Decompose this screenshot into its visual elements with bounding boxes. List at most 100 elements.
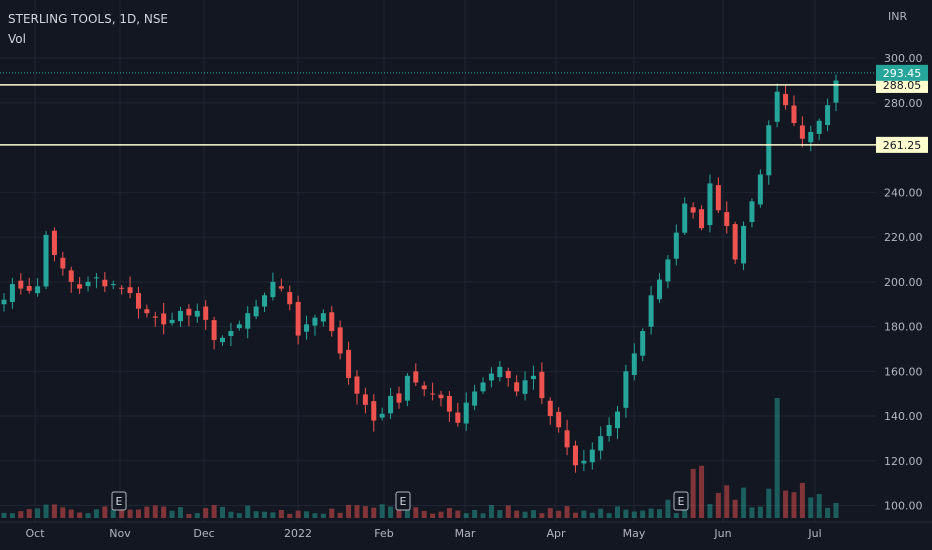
candle-body[interactable] (43, 234, 49, 287)
candle-body[interactable] (833, 80, 839, 103)
candle-body[interactable] (766, 125, 772, 176)
candle-body[interactable] (598, 436, 604, 451)
candle-body[interactable] (362, 394, 368, 405)
candle-body[interactable] (194, 310, 200, 317)
candle-body[interactable] (337, 327, 343, 354)
candle-body[interactable] (631, 353, 637, 376)
candle-body[interactable] (51, 230, 57, 256)
candle-body[interactable] (472, 391, 478, 406)
candle-body[interactable] (161, 313, 167, 325)
candle-body[interactable] (379, 413, 385, 418)
candle-body[interactable] (715, 185, 721, 211)
candle-body[interactable] (211, 320, 217, 341)
candle-body[interactable] (682, 203, 688, 233)
candle-body[interactable] (220, 337, 226, 343)
candle-body[interactable] (480, 382, 486, 392)
candle-body[interactable] (304, 324, 310, 332)
candle-body[interactable] (396, 393, 402, 403)
candle-body[interactable] (547, 400, 553, 417)
candle-body[interactable] (799, 125, 805, 139)
candle-body[interactable] (413, 371, 419, 383)
candle-body[interactable] (825, 105, 831, 126)
earnings-marker[interactable] (111, 491, 127, 511)
candle-body[interactable] (783, 93, 789, 106)
candle-body[interactable] (312, 317, 318, 326)
candle-body[interactable] (287, 292, 293, 305)
candle-body[interactable] (581, 460, 587, 464)
candle-body[interactable] (673, 232, 679, 259)
candle-body[interactable] (488, 373, 494, 381)
candle-body[interactable] (152, 316, 158, 318)
candle-body[interactable] (77, 284, 83, 289)
candle-body[interactable] (236, 324, 242, 329)
candle-body[interactable] (757, 174, 763, 205)
candle-body[interactable] (85, 281, 91, 287)
candle-body[interactable] (665, 259, 671, 282)
candle-body[interactable] (564, 430, 570, 448)
candle-body[interactable] (816, 120, 822, 134)
candle-body[interactable] (253, 306, 259, 317)
candle-body[interactable] (119, 287, 125, 289)
candle-body[interactable] (589, 449, 595, 463)
candle-body[interactable] (505, 371, 511, 379)
candle-body[interactable] (203, 306, 209, 320)
candle-body[interactable] (169, 319, 175, 324)
candle-body[interactable] (404, 375, 410, 401)
candle-body[interactable] (455, 412, 461, 423)
candle-body[interactable] (26, 286, 32, 291)
candle-body[interactable] (724, 212, 730, 226)
candle-body[interactable] (60, 257, 66, 269)
candle-body[interactable] (127, 287, 133, 294)
candle-body[interactable] (522, 380, 528, 394)
earnings-marker[interactable] (673, 491, 689, 511)
candle-body[interactable] (774, 91, 780, 122)
candle-body[interactable] (606, 425, 612, 436)
candle-body[interactable] (640, 331, 646, 356)
candle-body[interactable] (438, 394, 444, 399)
candle-body[interactable] (530, 375, 536, 380)
candle-body[interactable] (707, 183, 713, 226)
candle-body[interactable] (446, 396, 452, 412)
candle-body[interactable] (371, 401, 377, 421)
candle-body[interactable] (177, 310, 183, 322)
candle-body[interactable] (228, 331, 234, 337)
candle-body[interactable] (135, 293, 141, 309)
candle-body[interactable] (262, 295, 268, 307)
candle-body[interactable] (278, 286, 284, 289)
candle-body[interactable] (699, 209, 705, 229)
candle-body[interactable] (430, 393, 436, 395)
candle-body[interactable] (295, 301, 301, 336)
earnings-marker[interactable] (395, 491, 411, 511)
candle-body[interactable] (690, 207, 696, 213)
candle-body[interactable] (93, 277, 99, 279)
candle-body[interactable] (539, 371, 545, 399)
candle-body[interactable] (514, 382, 520, 392)
candle-body[interactable] (9, 284, 15, 303)
candle-body[interactable] (657, 279, 663, 300)
candle-body[interactable] (497, 366, 503, 378)
candle-body[interactable] (245, 313, 251, 329)
candle-body[interactable] (808, 131, 814, 143)
candle-body[interactable] (572, 445, 578, 466)
candle-body[interactable] (68, 270, 74, 282)
candle-body[interactable] (791, 105, 797, 124)
volume-label[interactable]: Vol (8, 32, 26, 46)
candle-body[interactable] (186, 308, 192, 316)
candle-body[interactable] (1, 299, 7, 305)
candle-body[interactable] (329, 312, 335, 332)
symbol-title[interactable]: STERLING TOOLS, 1D, NSE (8, 12, 169, 26)
candle-body[interactable] (556, 411, 562, 428)
candle-body[interactable] (749, 201, 755, 222)
candle-body[interactable] (320, 313, 326, 322)
candle-body[interactable] (741, 225, 747, 264)
candle-body[interactable] (732, 224, 738, 260)
candle-body[interactable] (270, 281, 276, 298)
candle-body[interactable] (421, 385, 427, 390)
candle-body[interactable] (144, 309, 150, 314)
candle-body[interactable] (648, 295, 654, 327)
candle-body[interactable] (102, 279, 108, 287)
candle-body[interactable] (614, 411, 620, 429)
candle-body[interactable] (110, 284, 116, 286)
candle-body[interactable] (35, 286, 41, 294)
